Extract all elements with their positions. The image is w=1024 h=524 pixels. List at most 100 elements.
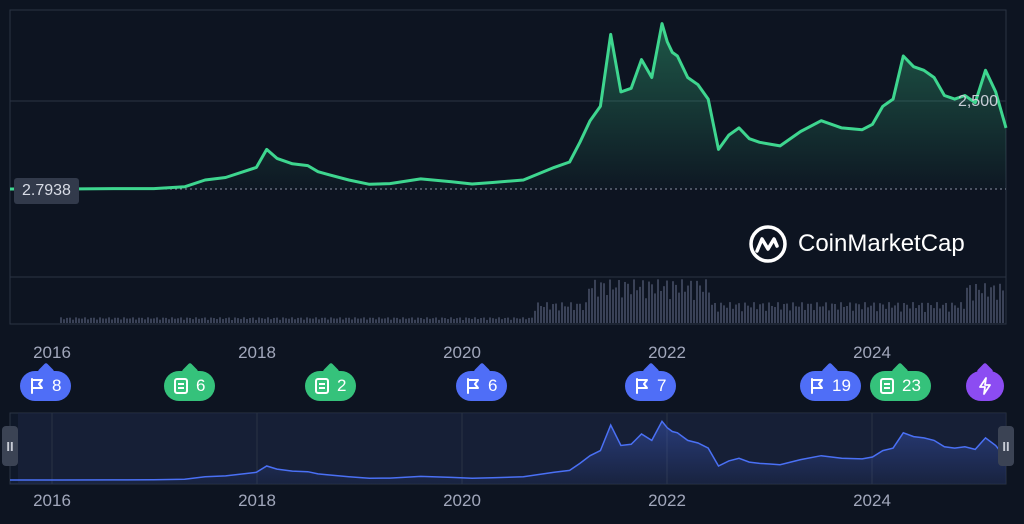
volume-bar (117, 317, 119, 323)
volume-bar (180, 317, 182, 323)
volume-bar (642, 280, 644, 323)
volume-bar (60, 317, 62, 323)
volume-bar (843, 306, 845, 323)
volume-bar (891, 307, 893, 323)
volume-bar (141, 317, 143, 323)
volume-bar (348, 317, 350, 323)
axis-right-label: 2,500 (958, 93, 998, 110)
volume-bar (531, 317, 533, 323)
year-label: 2022 (648, 343, 686, 362)
volume-bar (468, 318, 470, 323)
volume-bar (165, 317, 167, 323)
volume-bar (765, 310, 767, 323)
volume-bar (942, 304, 944, 323)
volume-bar (477, 319, 479, 323)
event-count: 19 (832, 376, 851, 395)
volume-bar (825, 302, 827, 323)
volume-bar (690, 280, 692, 323)
volume-bar (735, 304, 737, 323)
volume-bar (888, 302, 890, 323)
volume-bar (186, 317, 188, 323)
volume-bar (573, 309, 575, 323)
volume-bar (135, 319, 137, 323)
volume-bar (861, 309, 863, 323)
volume-bar (306, 317, 308, 323)
volume-bar (591, 288, 593, 323)
volume-bar (780, 309, 782, 323)
volume-bar (309, 318, 311, 323)
volume-bar (330, 317, 332, 323)
volume-bar (618, 280, 620, 323)
volume-bar (480, 318, 482, 323)
event-marker-news[interactable]: 23 (870, 371, 931, 401)
watermark: CoinMarketCap (748, 224, 965, 264)
volume-bar (915, 308, 917, 323)
volume-bar (462, 319, 464, 323)
volume-bar (414, 319, 416, 323)
volume-bar (510, 319, 512, 323)
volume-bar (459, 317, 461, 323)
volume-bar (489, 317, 491, 323)
volume-bar (540, 305, 542, 323)
volume-bar (819, 306, 821, 323)
volume-bar (435, 317, 437, 323)
event-marker-flag[interactable]: 8 (20, 371, 72, 401)
volume-bar (69, 317, 71, 323)
volume-bar (849, 302, 851, 323)
volume-bar (603, 283, 605, 323)
volume-bar (204, 317, 206, 323)
volume-bar (924, 311, 926, 323)
volume-bar (954, 305, 956, 323)
volume-bar (930, 305, 932, 323)
navigator-right-handle[interactable]: II (998, 426, 1014, 466)
volume-bar (696, 280, 698, 323)
volume-bar (333, 318, 335, 323)
volume-bar (159, 319, 161, 323)
volume-bar (216, 319, 218, 323)
event-count: 23 (902, 376, 921, 395)
event-marker-flag[interactable]: 19 (800, 371, 861, 401)
volume-bar (522, 317, 524, 323)
volume-bar (921, 302, 923, 323)
volume-bar (717, 311, 719, 323)
watermark-brand: CoinMarketCap (798, 230, 965, 257)
volume-bar (834, 303, 836, 323)
volume-bar (987, 296, 989, 323)
volume-bar (705, 279, 707, 323)
volume-bar (219, 317, 221, 323)
volume-bar (198, 318, 200, 323)
volume-bar (585, 302, 587, 323)
volume-bar (681, 279, 683, 323)
volume-bar (270, 319, 272, 323)
price-line (10, 22, 1008, 191)
volume-bar (666, 280, 668, 323)
volume-bar (606, 295, 608, 323)
event-marker-flag[interactable]: 7 (625, 371, 677, 401)
volume-bar (243, 317, 245, 323)
volume-bar (372, 317, 374, 323)
navigator-left-handle[interactable]: II (2, 426, 18, 466)
volume-bar (786, 303, 788, 323)
volume-bar (762, 303, 764, 323)
volume-bar (753, 302, 755, 323)
year-labels-top: 2016 2018 2020 2022 2024 (33, 343, 891, 362)
volume-bar (168, 319, 170, 323)
volume-bar (555, 303, 557, 323)
volume-bar (417, 317, 419, 323)
volume-bar (588, 288, 590, 323)
volume-bar (789, 310, 791, 323)
volume-bar (318, 319, 320, 323)
year-label: 2020 (443, 343, 481, 362)
volume-bar (351, 319, 353, 323)
event-marker-flag[interactable]: 6 (456, 371, 508, 401)
volume-bar (561, 302, 563, 323)
volume-bar (678, 292, 680, 323)
event-marker-flash[interactable] (966, 371, 1004, 401)
event-marker-news[interactable]: 2 (305, 371, 357, 401)
volume-bar (192, 319, 194, 323)
volume-bar (729, 302, 731, 323)
volume-bar (663, 286, 665, 323)
volume-bar (426, 317, 428, 323)
volume-bar (978, 289, 980, 323)
event-marker-news[interactable]: 6 (164, 371, 216, 401)
